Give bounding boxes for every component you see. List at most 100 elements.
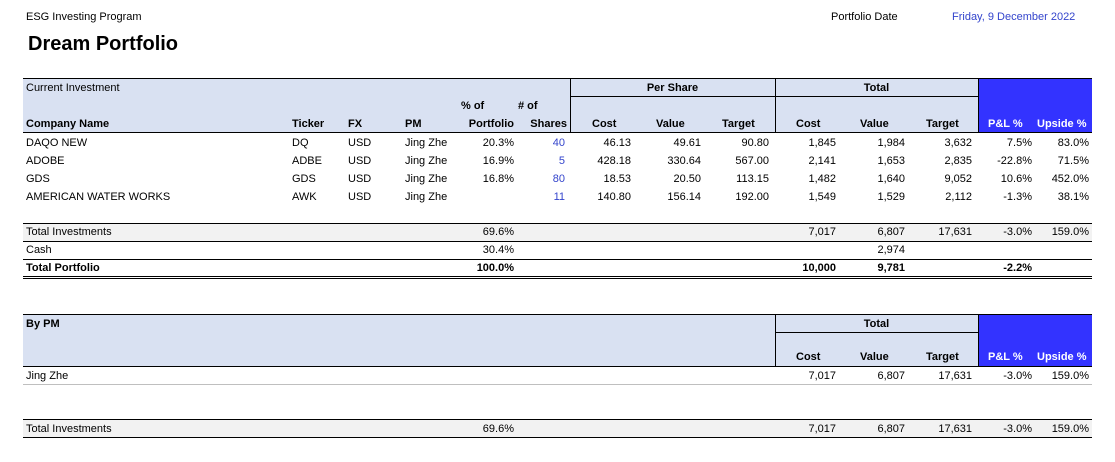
by-pm-col-cost[interactable]: Cost — [796, 351, 821, 363]
cell-upside: 71.5% — [1057, 155, 1089, 167]
col-shares[interactable]: Shares — [530, 118, 567, 130]
total-portfolio-label: Total Portfolio — [26, 262, 100, 274]
total-portfolio-pct: 100.0% — [476, 262, 514, 274]
cell-pl: -1.3% — [1003, 191, 1032, 203]
col-t-cost[interactable]: Cost — [796, 118, 821, 130]
by-pm-total-value: 6,807 — [877, 423, 905, 435]
total-investments-pct: 69.6% — [482, 226, 514, 238]
cell-t-value: 1,529 — [877, 191, 905, 203]
by-pm-total-upside: 159.0% — [1051, 423, 1089, 435]
cell-upside: 38.1% — [1057, 191, 1089, 203]
pl-upside-header-panel — [978, 78, 1092, 132]
cell-fx: USD — [348, 155, 372, 167]
cell-ps-cost: 18.53 — [603, 173, 631, 185]
cell-pl: 7.5% — [1006, 137, 1032, 149]
total-investments-target: 17,631 — [938, 226, 972, 238]
col-ps-value[interactable]: Value — [656, 118, 685, 130]
cell-shares: 40 — [552, 137, 565, 149]
cell-upside: 452.0% — [1051, 173, 1089, 185]
cell-t-value: 1,640 — [877, 173, 905, 185]
cell-ps-cost: 428.18 — [597, 155, 631, 167]
cell-ps-value: 330.64 — [667, 155, 701, 167]
col-ps-cost[interactable]: Cost — [592, 118, 617, 130]
cell-ps-value: 49.61 — [673, 137, 701, 149]
total-investments-pl: -3.0% — [1003, 226, 1032, 238]
col-ticker[interactable]: Ticker — [292, 118, 325, 130]
col-pl[interactable]: P&L % — [988, 118, 1023, 130]
program-name: ESG Investing Program — [26, 11, 142, 23]
cell-pct: 16.9% — [482, 155, 514, 167]
cell-shares: 11 — [553, 191, 565, 203]
total-investments-shade — [23, 224, 1092, 241]
col-fx[interactable]: FX — [348, 118, 363, 130]
cell-t-target: 9,052 — [944, 173, 972, 185]
by-pm-section-label: By PM — [26, 318, 60, 330]
page-title: Dream Portfolio — [28, 33, 179, 55]
section-label: Current Investment — [26, 82, 120, 94]
by-pm-pl: -3.0% — [1003, 370, 1032, 382]
by-pm-col-upside[interactable]: Upside % — [1037, 351, 1087, 363]
by-pm-col-pl[interactable]: P&L % — [988, 351, 1023, 363]
cell-shares: 80 — [552, 173, 565, 185]
cash-pct: 30.4% — [482, 244, 514, 256]
cell-ps-target: 90.80 — [741, 137, 769, 149]
total-portfolio-cost: 10,000 — [802, 262, 836, 274]
cell-ticker: DQ — [292, 137, 309, 149]
col-company[interactable]: Company Name — [26, 118, 110, 130]
cell-pm: Jing Zhe — [405, 191, 448, 203]
cell-t-target: 2,835 — [944, 155, 972, 167]
portfolio-date-label: Portfolio Date — [831, 11, 898, 23]
col-t-value[interactable]: Value — [860, 118, 889, 130]
cell-company: AMERICAN WATER WORKS — [26, 191, 171, 203]
col-ps-target[interactable]: Target — [722, 118, 755, 130]
cell-t-cost: 1,845 — [808, 137, 836, 149]
by-pm-total-pct: 69.6% — [482, 423, 514, 435]
by-pm-cost: 7,017 — [808, 370, 836, 382]
total-investments-label: Total Investments — [26, 226, 112, 238]
col-shares-top: # of — [518, 100, 538, 112]
by-pm-col-target[interactable]: Target — [926, 351, 959, 363]
total-investments-upside: 159.0% — [1051, 226, 1089, 238]
by-pm-upside: 159.0% — [1051, 370, 1089, 382]
cell-pl: 10.6% — [1000, 173, 1032, 185]
cash-label: Cash — [26, 244, 52, 256]
col-pct[interactable]: Portfolio — [468, 118, 514, 130]
by-pm-target: 17,631 — [938, 370, 972, 382]
col-pm[interactable]: PM — [405, 118, 422, 130]
cell-pm: Jing Zhe — [405, 155, 448, 167]
cell-pct: 16.8% — [482, 173, 514, 185]
total-portfolio-value: 9,781 — [877, 262, 905, 274]
col-pct-top: % of — [461, 100, 485, 112]
total-group-header: Total — [863, 82, 890, 94]
cell-fx: USD — [348, 173, 372, 185]
by-pm-total-cost: 7,017 — [808, 423, 836, 435]
cell-t-cost: 1,549 — [808, 191, 836, 203]
by-pm-value: 6,807 — [877, 370, 905, 382]
cell-ps-target: 567.00 — [735, 155, 769, 167]
by-pm-total-pl: -3.0% — [1003, 423, 1032, 435]
by-pm-total-target: 17,631 — [938, 423, 972, 435]
cell-company: GDS — [26, 173, 50, 185]
cell-ps-value: 20.50 — [673, 173, 701, 185]
cell-company: ADOBE — [26, 155, 65, 167]
cell-shares: 5 — [558, 155, 565, 167]
col-upside[interactable]: Upside % — [1037, 118, 1087, 130]
cell-fx: USD — [348, 137, 372, 149]
cell-t-value: 1,984 — [877, 137, 905, 149]
portfolio-date-value: Friday, 9 December 2022 — [952, 11, 1076, 23]
cell-ps-target: 113.15 — [736, 173, 769, 185]
total-portfolio-pl: -2.2% — [1003, 262, 1032, 274]
by-pm-header-panel — [23, 314, 978, 366]
by-pm-pl-upside-panel — [978, 314, 1092, 366]
cell-ticker: ADBE — [292, 155, 322, 167]
cell-ticker: GDS — [292, 173, 316, 185]
total-investments-cost: 7,017 — [808, 226, 836, 238]
cell-t-target: 2,112 — [945, 191, 972, 203]
by-pm-col-value[interactable]: Value — [860, 351, 889, 363]
cash-value: 2,974 — [877, 244, 905, 256]
cell-pm: Jing Zhe — [405, 173, 448, 185]
col-t-target[interactable]: Target — [926, 118, 959, 130]
cell-ps-cost: 140.80 — [597, 191, 631, 203]
cell-t-cost: 2,141 — [808, 155, 836, 167]
cell-pct — [450, 190, 514, 204]
